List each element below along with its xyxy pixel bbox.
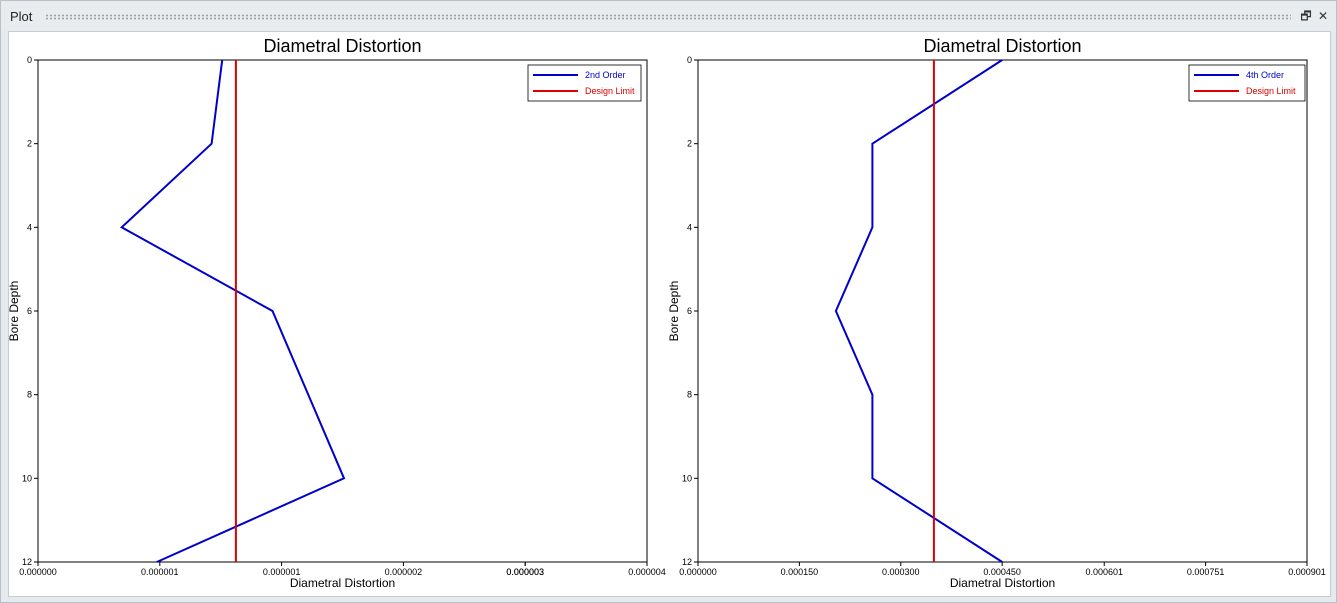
x-tick-label: 0.000002 [385, 567, 423, 577]
y-tick-label: 10 [22, 473, 32, 483]
y-tick-label: 10 [682, 473, 692, 483]
restore-window-icon[interactable]: 🗗 [1300, 9, 1312, 23]
drag-grip[interactable] [45, 14, 1291, 20]
chart-title: Diametral Distortion [263, 36, 421, 56]
legend-label: Design Limit [1246, 86, 1296, 96]
x-tick-label: 0.000601 [1085, 567, 1123, 577]
legend-label: Design Limit [585, 86, 635, 96]
x-tick-label: 0.000901 [1288, 567, 1326, 577]
y-tick-label: 8 [687, 390, 692, 400]
x-tick-label: 0.000751 [1187, 567, 1225, 577]
x-tick-label: 0.000003 [506, 567, 544, 577]
title-bar[interactable]: Plot 🗗 ✕ [1, 1, 1336, 31]
y-tick-label: 0 [687, 55, 692, 65]
x-tick-label: 0.000450 [983, 567, 1021, 577]
plot-frame [37, 59, 648, 563]
x-axis-label: Diametral Distortion [290, 576, 395, 590]
x-tick-label: 0.000300 [882, 567, 920, 577]
x-tick-label: 0.000003 [506, 567, 544, 577]
y-tick-label: 2 [27, 139, 32, 149]
y-tick-label: 12 [682, 557, 692, 567]
y-tick-label: 4 [27, 222, 32, 232]
y-tick-label: 12 [22, 557, 32, 567]
y-axis-label: Bore Depth [9, 281, 21, 342]
legend-label: 4th Order [1246, 70, 1284, 80]
y-tick-label: 6 [27, 306, 32, 316]
x-axis-label: Diametral Distortion [950, 576, 1055, 590]
x-tick-label: 0.000000 [679, 567, 717, 577]
x-tick-label: 0.000001 [141, 567, 179, 577]
y-tick-label: 0 [27, 55, 32, 65]
series-line-2nd-order [120, 59, 346, 563]
chart-1: Diametral Distortion 0 2 4 6 8 10 120.000000 0.0… [9, 36, 666, 590]
x-tick-label: 0.000150 [781, 567, 819, 577]
plot-frame [697, 59, 1308, 563]
chart-title: Diametral Distortion [923, 36, 1081, 56]
y-tick-label: 2 [687, 139, 692, 149]
y-tick-label: 8 [27, 390, 32, 400]
plot-area: Diametral Distortion 0 2 4 6 8 10 12 0.000000 0.0… [8, 31, 1331, 597]
x-tick-label: 0.000004 [628, 567, 666, 577]
close-icon[interactable]: ✕ [1317, 9, 1329, 23]
legend-box [1188, 64, 1306, 102]
x-tick-label: 0.000001 [263, 567, 301, 577]
y-tick-label: 4 [687, 222, 692, 232]
x-tick-label: 0.000000 [19, 567, 57, 577]
chart-2: Diametral Distortion 0 2 4 6 8 10 120.000000 0.0… [667, 36, 1326, 590]
legend-box [527, 64, 642, 102]
series-line-4th-order [834, 59, 1003, 563]
legend-label: 2nd Order [585, 70, 626, 80]
window-title: Plot [10, 9, 33, 24]
y-tick-label: 6 [687, 306, 692, 316]
y-axis-label: Bore Depth [667, 281, 681, 342]
